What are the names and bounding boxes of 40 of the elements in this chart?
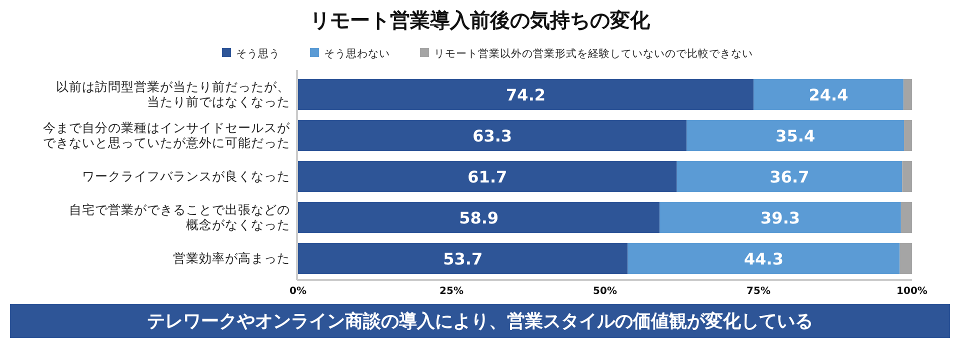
data-label: 63.3 (472, 126, 512, 146)
chart-title: リモート営業導入前後の気持ちの変化 (310, 8, 651, 32)
data-label: 35.4 (776, 126, 816, 146)
bar (298, 161, 677, 192)
data-label: 39.3 (760, 208, 800, 228)
y-tick-label: 営業効率が高まった (173, 250, 290, 266)
bar (903, 79, 912, 110)
bar (676, 161, 902, 192)
bar (660, 202, 901, 233)
data-label: 58.9 (459, 208, 499, 228)
data-label: 24.4 (808, 86, 848, 104)
bar (298, 79, 754, 110)
bar (298, 120, 687, 151)
x-tick-label: 75% (746, 286, 770, 297)
data-label: 53.7 (443, 250, 483, 268)
y-tick-label: 以前は訪問型営業が当たり前だったが、当たり前ではなくなった (56, 79, 290, 109)
legend-label: そう思わない (324, 48, 390, 60)
legend-label: リモート営業以外の営業形式を経験していないので比較できない (434, 47, 753, 60)
legend-label: そう思う (236, 48, 280, 60)
bar (298, 202, 660, 233)
bar (900, 243, 912, 274)
x-tick-label: 0% (290, 286, 306, 297)
data-label: 44.3 (744, 250, 784, 268)
x-tick-label: 50% (593, 286, 617, 297)
data-label: 36.7 (770, 168, 810, 186)
bar (900, 202, 912, 233)
x-tick-label: 25% (440, 286, 464, 297)
y-tick-label: ワークライフバランスが良くなった (82, 168, 290, 184)
x-tick-label: 100% (896, 286, 928, 297)
bar (628, 243, 900, 274)
text: テレワークやオンライン商談の導入により、営業スタイルの価値観が変化している (147, 311, 813, 332)
bar (904, 120, 912, 151)
bar (902, 161, 912, 192)
y-tick-label: 今まで自分の業種はインサイドセールスができないと思っていたが意外に可能だった (43, 120, 291, 150)
bar (298, 243, 628, 274)
bar (754, 79, 904, 110)
data-label: 61.7 (468, 168, 508, 186)
y-tick-label: 自宅で営業ができることで出張などの概念がなくなった (69, 202, 290, 232)
bar (686, 120, 904, 151)
data-label: 74.2 (506, 86, 546, 104)
